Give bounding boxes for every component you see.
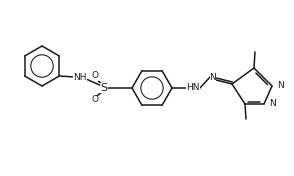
- Text: N: N: [277, 81, 284, 90]
- Text: HN: HN: [186, 83, 200, 93]
- Text: S: S: [101, 83, 108, 93]
- Text: N: N: [210, 74, 216, 83]
- Text: N: N: [269, 99, 276, 108]
- Text: O: O: [91, 71, 98, 80]
- Text: NH: NH: [73, 74, 87, 83]
- Text: O: O: [91, 96, 98, 105]
